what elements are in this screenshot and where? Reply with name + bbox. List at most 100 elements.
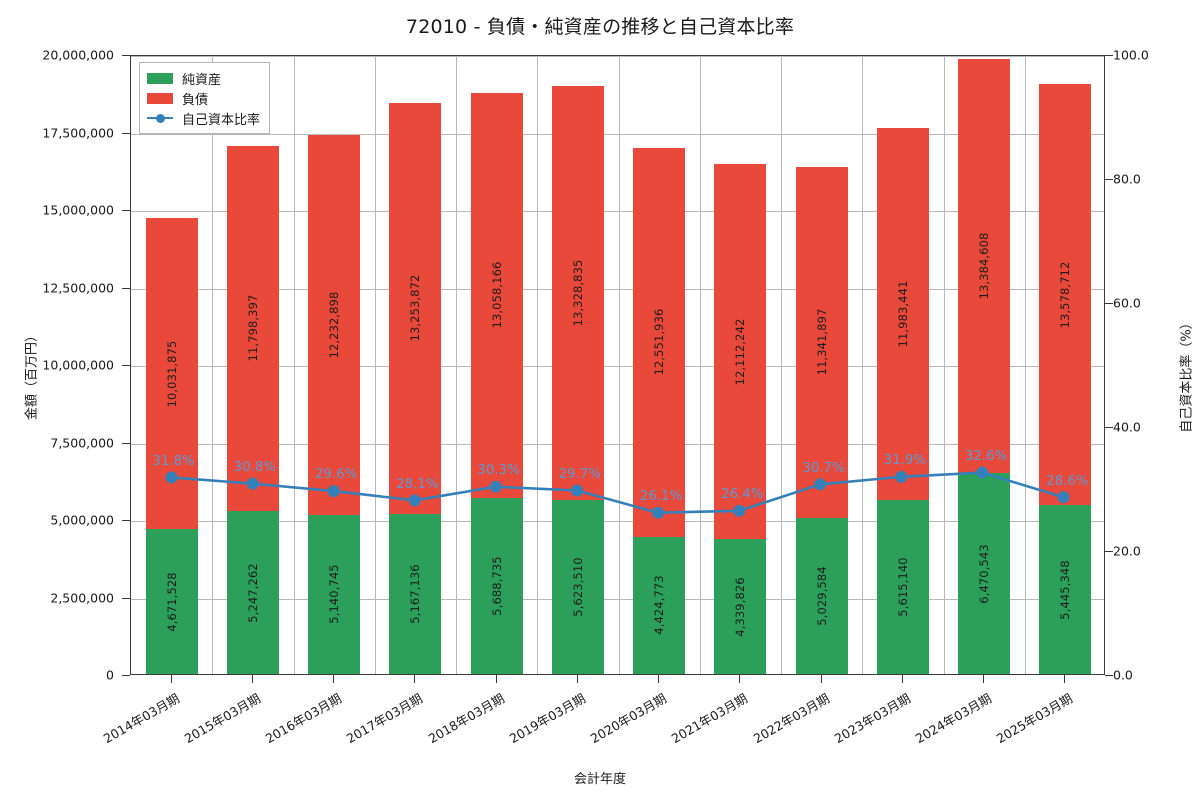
- bar-segment-equity[interactable]: 5,445,348: [1039, 505, 1092, 674]
- bar-segment-equity[interactable]: 5,029,584: [795, 518, 848, 674]
- bar-group[interactable]: 4,424,773 12,551,936: [633, 56, 686, 674]
- ratio-data-point[interactable]: [733, 504, 746, 517]
- legend-line-marker-icon: [147, 113, 173, 124]
- ratio-data-point[interactable]: [976, 466, 989, 479]
- ratio-data-point[interactable]: [327, 485, 340, 498]
- bar-segment-equity[interactable]: 5,167,136: [389, 513, 442, 674]
- y-axis-left-tickmark: [122, 520, 130, 521]
- y-axis-left-tickmark: [122, 55, 130, 56]
- bar-segment-equity[interactable]: 5,247,262: [226, 511, 279, 674]
- bar-group[interactable]: 5,247,262 11,798,397: [226, 56, 279, 674]
- ratio-data-point[interactable]: [814, 478, 827, 491]
- gridline-horizontal: [131, 443, 1104, 445]
- bar-group[interactable]: 4,339,826 12,112,242: [714, 56, 767, 674]
- gridline-vertical: [375, 56, 376, 674]
- x-axis-tickmark: [820, 675, 822, 683]
- y-axis-left-tickmark: [122, 210, 130, 211]
- y-axis-right-tick-label: 20.0: [1113, 543, 1141, 559]
- ratio-value-label: 26.4%: [721, 487, 764, 503]
- gridline-horizontal: [131, 521, 1104, 522]
- ratio-data-point[interactable]: [246, 477, 259, 490]
- ratio-value-label: 26.1%: [639, 489, 683, 505]
- y-axis-left-tick-label: 12,500,000: [42, 280, 114, 295]
- ratio-value-label: 29.6%: [314, 467, 358, 483]
- x-axis-tickmark: [983, 675, 985, 683]
- bar-segment-equity[interactable]: 4,339,826: [714, 539, 767, 674]
- bar-segment-liabilities[interactable]: 13,253,872: [389, 102, 442, 514]
- bar-group[interactable]: 5,688,735 13,058,166: [470, 56, 523, 674]
- bar-group[interactable]: 5,615,140 11,983,441: [876, 56, 929, 674]
- ratio-value-label: 31.8%: [152, 453, 195, 469]
- bar-segment-liabilities[interactable]: 12,112,242: [714, 164, 767, 540]
- x-axis-tick-label: 2015年03月期: [181, 690, 263, 747]
- bar-group[interactable]: 5,167,136 13,253,872: [389, 56, 442, 674]
- y-axis-left-tick-label: 15,000,000: [42, 202, 114, 218]
- y-axis-right-tickmark: [1105, 179, 1113, 180]
- x-axis-tickmark: [658, 675, 660, 683]
- ratio-value-label: 29.7%: [558, 466, 602, 482]
- legend-item-equity-ratio[interactable]: 自己資本比率: [147, 108, 260, 128]
- bar-group[interactable]: 5,623,510 13,328,835: [551, 56, 604, 674]
- ratio-data-point[interactable]: [165, 471, 178, 484]
- x-axis-tickmark: [251, 675, 253, 683]
- bar-segment-equity[interactable]: 5,623,510: [551, 499, 604, 674]
- bar-segment-equity[interactable]: 4,424,773: [633, 536, 686, 674]
- y-axis-left-tickmark: [122, 675, 130, 676]
- gridline-horizontal: [131, 366, 1104, 367]
- y-axis-left-tick-label: 7,500,000: [50, 435, 114, 450]
- x-axis-tick-label: 2025年03月期: [994, 690, 1076, 747]
- bar-segment-liabilities[interactable]: 11,798,397: [226, 145, 279, 512]
- x-axis-tick-label: 2020年03月期: [587, 690, 670, 747]
- y-axis-right-tick-label: 0.0: [1113, 667, 1133, 683]
- bar-group[interactable]: 5,029,584 11,341,897: [795, 56, 848, 674]
- ratio-data-point[interactable]: [1057, 491, 1070, 504]
- x-axis-tickmark: [170, 675, 172, 683]
- ratio-line-series: [165, 466, 1070, 519]
- y-axis-right-tickmark: [1105, 303, 1113, 304]
- bar-segment-liabilities[interactable]: 13,058,166: [470, 92, 523, 498]
- x-axis-tickmark: [1064, 675, 1066, 683]
- chart-legend: 純資産 負債 自己資本比率: [139, 62, 271, 134]
- gridline-horizontal: [131, 598, 1104, 600]
- bar-group[interactable]: 5,445,348 13,578,712: [1039, 56, 1092, 674]
- y-axis-right-tickmark: [1105, 55, 1113, 56]
- x-axis-tick-label: 2023年03月期: [831, 690, 913, 747]
- legend-item-equity[interactable]: 純資産: [147, 68, 260, 88]
- plot-area: 4,671,528 10,031,875 5,247,262 11,798,397 5,…: [130, 55, 1105, 675]
- bar-segment-equity[interactable]: 5,615,140: [876, 499, 929, 674]
- y-axis-right-tick-label: 100.0: [1113, 47, 1149, 63]
- bar-segment-equity[interactable]: 4,671,528: [145, 529, 198, 674]
- x-axis-tick-label: 2022年03月期: [750, 690, 832, 747]
- y-axis-left-tick-label: 0: [106, 667, 114, 683]
- ratio-data-point[interactable]: [652, 506, 665, 519]
- ratio-data-point[interactable]: [895, 470, 908, 483]
- bar-group[interactable]: 4,671,528 10,031,875: [145, 56, 198, 674]
- bar-segment-liabilities[interactable]: 13,328,835: [551, 86, 604, 500]
- bar-segment-liabilities[interactable]: 13,578,712: [1039, 84, 1092, 506]
- bar-segment-equity[interactable]: 5,688,735: [470, 497, 523, 674]
- y-axis-right-tickmark: [1105, 551, 1113, 552]
- y-axis-right-tick-label: 40.0: [1113, 419, 1141, 435]
- bar-segment-liabilities[interactable]: 13,384,608: [958, 58, 1011, 474]
- bar-segment-equity[interactable]: 6,470,543: [958, 473, 1011, 674]
- y-axis-left-tickmark: [122, 132, 130, 134]
- legend-item-liabilities[interactable]: 負債: [147, 88, 260, 108]
- y-axis-left-tickmark: [122, 442, 130, 444]
- bar-segment-liabilities[interactable]: 11,983,441: [876, 128, 929, 500]
- gridline-vertical: [862, 56, 863, 674]
- bar-segment-liabilities[interactable]: 12,232,898: [308, 135, 361, 515]
- legend-label-liabilities: 負債: [182, 92, 209, 108]
- x-axis-tickmark: [495, 675, 497, 683]
- y-axis-right-label: 自己資本比率（%）: [1179, 316, 1195, 433]
- bar-segment-liabilities[interactable]: 12,551,936: [633, 147, 686, 537]
- ratio-data-point[interactable]: [570, 484, 583, 497]
- bar-group[interactable]: 6,470,543 13,384,608: [958, 56, 1011, 674]
- ratio-data-point[interactable]: [408, 494, 421, 507]
- y-axis-left-tick-label: 5,000,000: [50, 512, 114, 528]
- ratio-value-label: 30.8%: [233, 460, 277, 476]
- bar-segment-liabilities[interactable]: 11,341,897: [795, 166, 848, 519]
- bar-segment-equity[interactable]: 5,140,745: [308, 514, 361, 674]
- bar-group[interactable]: 5,140,745 12,232,898: [308, 56, 361, 674]
- ratio-data-point[interactable]: [489, 480, 502, 493]
